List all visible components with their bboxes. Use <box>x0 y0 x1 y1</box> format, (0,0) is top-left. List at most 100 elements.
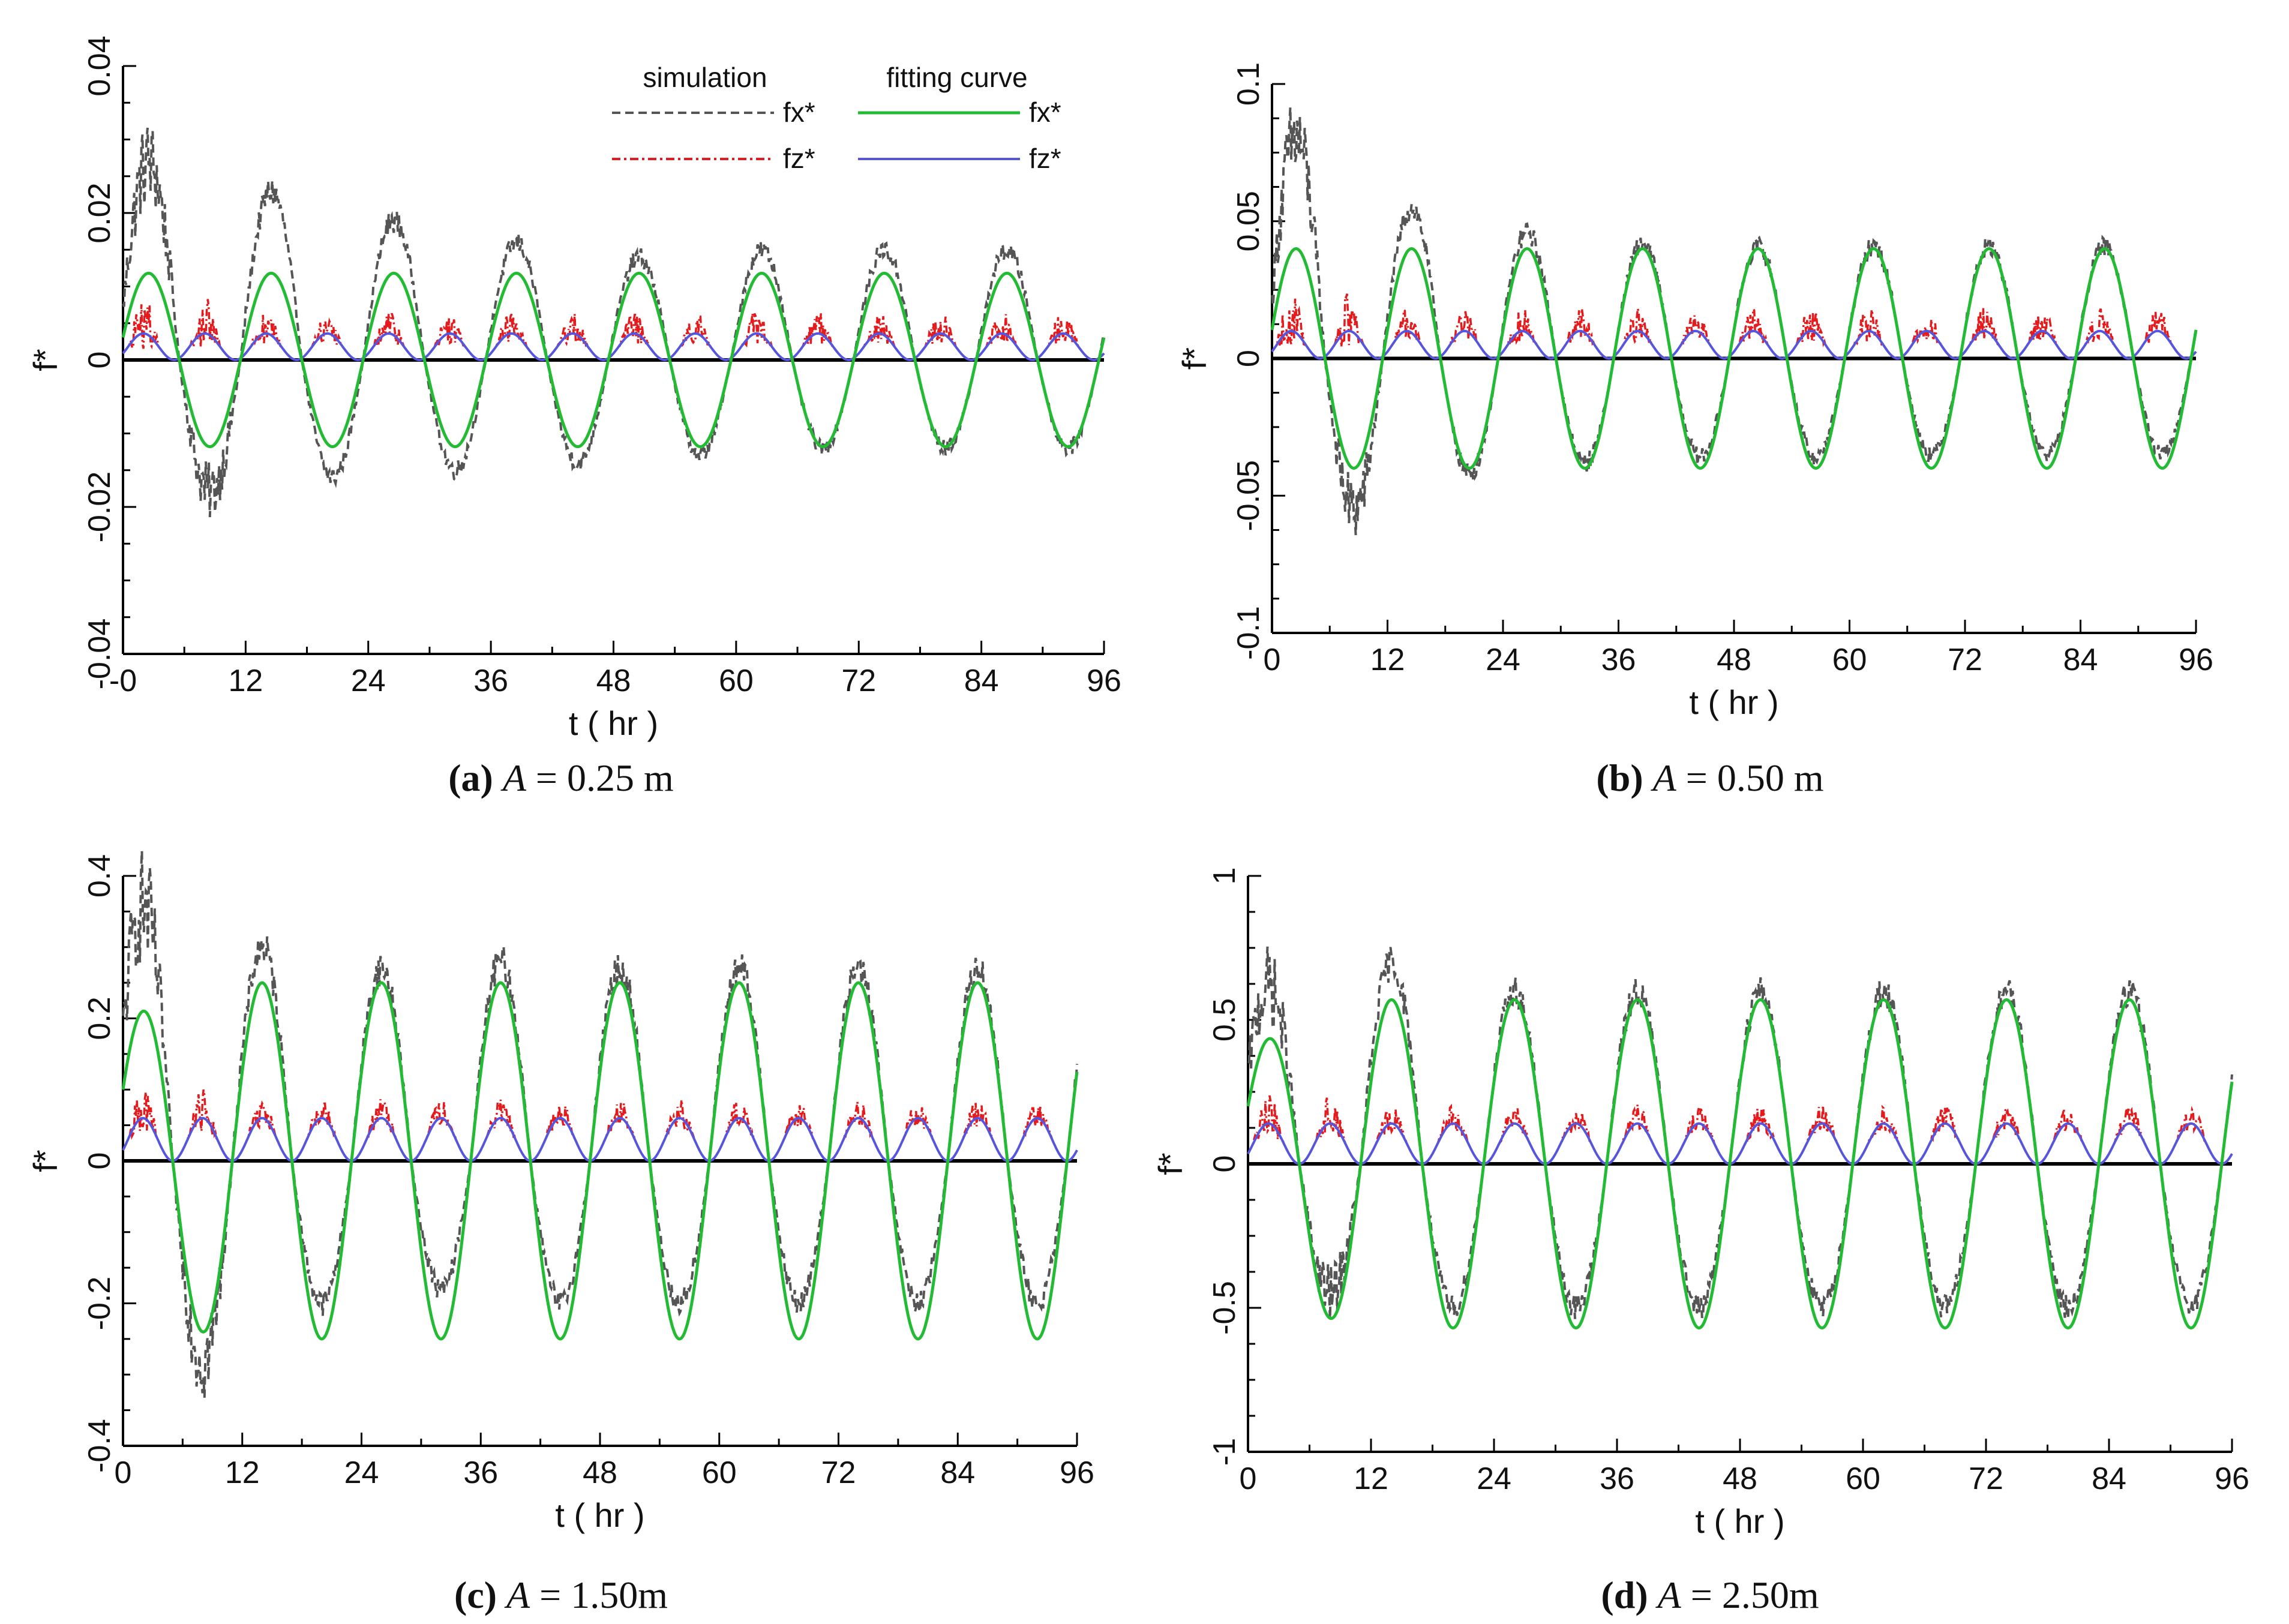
x-tick-label: 72 <box>1948 643 1982 677</box>
legend-sim-fz-label: fz* <box>783 143 815 174</box>
x-tick-label: 84 <box>940 1455 975 1490</box>
y-axis-title: f* <box>26 1149 64 1172</box>
caption-value-c: = 1.50m <box>539 1574 668 1616</box>
x-tick-label: 0 <box>1264 643 1281 677</box>
panel-c: 0 12 24 36 48 60 72 84 96 -0.4 -0.2 0 0.2 0.4 t ( hr )… <box>26 851 1094 1616</box>
x-tick-label: 60 <box>1832 643 1867 677</box>
series-fitting-fz <box>1271 329 2197 360</box>
caption-value-a: = 0.25 m <box>536 757 674 799</box>
x-axis-title: t ( hr ) <box>1689 683 1778 721</box>
series-simulation-fx <box>1271 107 2197 536</box>
plot-area-b: 0 12 24 36 48 60 72 84 96 -0.1 -0.05 0 0.05 0.1 t ( hr… <box>1175 62 2213 721</box>
x-tick-label: 84 <box>2092 1461 2126 1496</box>
x-tick-label: 60 <box>1846 1461 1880 1496</box>
y-tick-label: 0.4 <box>82 854 117 897</box>
y-tick-label: 0.05 <box>1231 191 1266 251</box>
caption-var-a: A <box>500 757 527 799</box>
caption-var-d: A <box>1655 1574 1682 1616</box>
x-tick-label: 96 <box>2179 643 2213 677</box>
x-axis-title: t ( hr ) <box>1695 1502 1784 1540</box>
caption-var-b: A <box>1651 757 1677 799</box>
y-tick-label: 0 <box>82 1152 117 1170</box>
x-tick-label: 12 <box>228 664 263 698</box>
x-axis-title: t ( hr ) <box>555 1496 644 1534</box>
x-tick-label: 72 <box>1969 1461 2003 1496</box>
y-tick-label: -0.1 <box>1231 606 1266 660</box>
y-tick-label: -0.05 <box>1231 460 1266 532</box>
x-tick-label: 36 <box>463 1455 498 1490</box>
y-tick-label: -0.04 <box>82 619 117 690</box>
y-tick-label: -0.02 <box>82 472 117 543</box>
x-tick-label: 24 <box>1486 643 1520 677</box>
x-tick-label: 84 <box>964 664 999 698</box>
y-tick-label: 1 <box>1207 867 1242 885</box>
caption-d: (d) A = 2.50m <box>1601 1574 1819 1616</box>
caption-label-c: (c) <box>454 1574 497 1616</box>
plot-area-d: 0 12 24 36 48 60 72 84 96 -1 -0.5 0 0.5 1 t ( hr ) f* <box>1151 867 2249 1540</box>
series-fitting-fx <box>1246 998 2234 1330</box>
x-tick-label: 24 <box>351 664 386 698</box>
x-tick-label: 12 <box>1370 643 1405 677</box>
y-axis-title: f* <box>26 349 64 371</box>
legend-sim-fx-label: fx* <box>783 97 815 128</box>
caption-value-b: = 0.50 m <box>1686 757 1824 799</box>
panel-b: 0 12 24 36 48 60 72 84 96 -0.1 -0.05 0 0.05 0.1 t ( hr… <box>1175 62 2213 799</box>
legend-fit-fz-label: fz* <box>1029 143 1061 174</box>
x-tick-label: 0 <box>115 1455 132 1490</box>
caption-a: (a) A = 0.25 m <box>448 757 674 799</box>
x-tick-label: 96 <box>1060 1455 1094 1490</box>
y-tick-label: 0 <box>1207 1155 1242 1173</box>
series-simulation-fx <box>122 127 1105 518</box>
legend: simulation fitting curve fx* fz* fx* fz* <box>612 62 1061 174</box>
x-tick-label: 0 <box>1240 1461 1257 1496</box>
x-tick-label: 72 <box>841 664 876 698</box>
series-fitting-fx <box>121 271 1106 449</box>
x-tick-label: 24 <box>1477 1461 1511 1496</box>
panel-d: 0 12 24 36 48 60 72 84 96 -1 -0.5 0 0.5 1 t ( hr ) f* (… <box>1151 867 2249 1616</box>
y-tick-label: 0 <box>1231 350 1266 367</box>
y-axis-title: f* <box>1151 1152 1189 1175</box>
y-tick-label: -0.2 <box>82 1277 117 1331</box>
series-fitting-fz <box>122 1116 1078 1163</box>
x-tick-label: 36 <box>473 664 508 698</box>
x-tick-label: 12 <box>225 1455 260 1490</box>
legend-fit-fx-label: fx* <box>1029 97 1061 128</box>
x-axis-title: t ( hr ) <box>569 704 658 742</box>
caption-value-d: = 2.50m <box>1691 1574 1819 1616</box>
legend-simulation-title: simulation <box>643 62 767 93</box>
caption-b: (b) A = 0.50 m <box>1596 757 1823 799</box>
y-tick-label: -1 <box>1207 1438 1242 1466</box>
series-fitting-fx <box>121 981 1079 1341</box>
y-tick-label: 0.02 <box>82 182 117 243</box>
legend-fitting-title: fitting curve <box>886 62 1027 93</box>
plot-area-c: 0 12 24 36 48 60 72 84 96 -0.4 -0.2 0 0.2 0.4 t ( hr )… <box>26 851 1094 1534</box>
y-tick-label: 0.04 <box>82 35 117 96</box>
x-tick-label: 48 <box>596 664 631 698</box>
y-tick-label: 0 <box>82 352 117 369</box>
series-simulation-fx <box>122 851 1078 1398</box>
x-tick-label: 24 <box>344 1455 379 1490</box>
y-tick-label: 0.2 <box>82 996 117 1040</box>
x-tick-label: 48 <box>583 1455 617 1490</box>
x-tick-label: 72 <box>821 1455 856 1490</box>
series-fitting-fz <box>1247 1122 2233 1166</box>
x-tick-label: 96 <box>2215 1461 2249 1496</box>
caption-var-c: A <box>504 1574 530 1616</box>
x-tick-label: 60 <box>719 664 754 698</box>
caption-label-d: (d) <box>1601 1574 1648 1616</box>
y-tick-label: 0.5 <box>1207 998 1242 1041</box>
x-tick-label: 36 <box>1601 643 1636 677</box>
y-tick-label: -0.4 <box>82 1419 117 1473</box>
series-fitting-fz <box>122 332 1105 362</box>
caption-label-b: (b) <box>1596 757 1643 799</box>
x-tick-label: -0 <box>109 664 137 698</box>
x-tick-label: 48 <box>1723 1461 1757 1496</box>
x-tick-label: 84 <box>2063 643 2098 677</box>
series-simulation-fz <box>122 299 1105 361</box>
x-tick-label: 48 <box>1717 643 1751 677</box>
panel-a: -0 12 24 36 48 60 72 84 96 -0.04 -0.02 0 0.02 0.04 t (… <box>26 35 1121 799</box>
caption-c: (c) A = 1.50m <box>454 1574 668 1616</box>
x-tick-label: 12 <box>1354 1461 1388 1496</box>
x-tick-label: 60 <box>702 1455 737 1490</box>
